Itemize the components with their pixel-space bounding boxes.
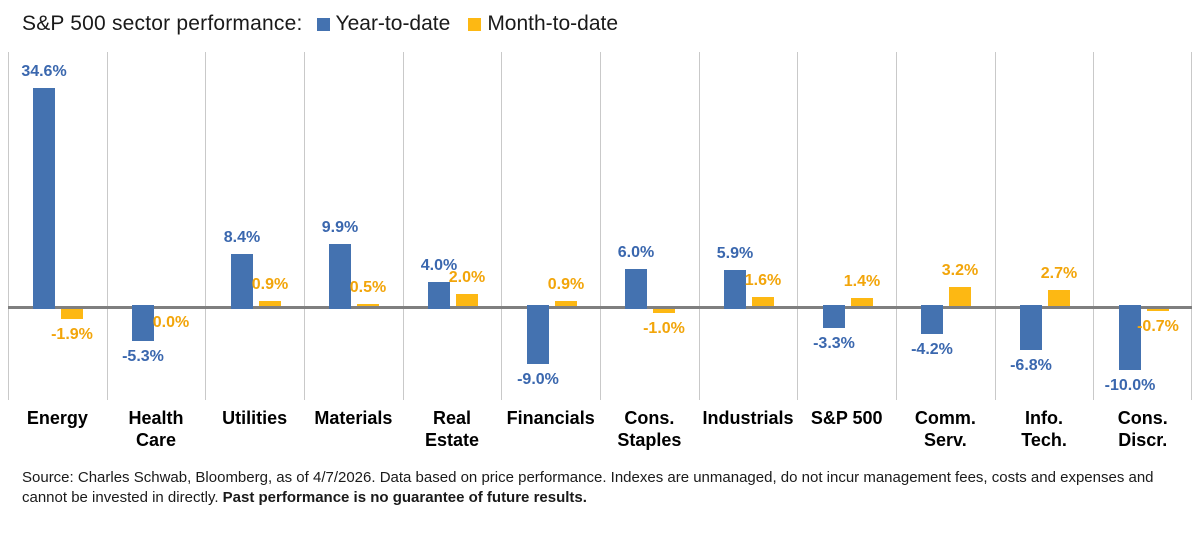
value-label-mtd-industrials: 1.6% bbox=[744, 272, 782, 289]
value-label-ytd-health-care: -5.3% bbox=[122, 348, 164, 365]
value-label-mtd-s-p-500: 1.4% bbox=[843, 273, 881, 290]
bar-mtd-energy bbox=[61, 309, 83, 319]
value-label-ytd-real-estate: 4.0% bbox=[420, 257, 458, 274]
x-axis-label: Financials bbox=[506, 408, 595, 428]
bar-ytd-utilities bbox=[231, 254, 253, 309]
plot-area: 34.6% -5.3% 8.4% 9.9% 4.0% -9.0% 6.0% 5.9% -3.3%… bbox=[8, 52, 1192, 400]
bar-mtd-financials bbox=[555, 301, 577, 307]
gridline bbox=[995, 52, 996, 400]
bar-ytd-cons-discr bbox=[1119, 305, 1141, 370]
gridline bbox=[501, 52, 502, 400]
bar-mtd-materials bbox=[357, 304, 379, 307]
x-axis: Energy Health Care Utilities Materials Real … bbox=[8, 408, 1192, 452]
x-axis-label: Real Estate bbox=[425, 408, 480, 450]
chart-header: S&P 500 sector performance: Year-to-date… bbox=[22, 8, 636, 40]
value-label-mtd-materials: 0.5% bbox=[349, 279, 387, 296]
year-to-date-swatch-icon bbox=[316, 17, 330, 31]
source-text: Source: Charles Schwab, Bloomberg, as of… bbox=[22, 469, 1154, 506]
bar-mtd-cons-staples bbox=[653, 309, 675, 313]
x-axis-label: Utilities bbox=[222, 408, 288, 428]
value-label-mtd-cons-staples: -1.0% bbox=[643, 320, 685, 337]
x-axis-label: Cons. Discr. bbox=[1117, 408, 1168, 450]
value-label-ytd-utilities: 8.4% bbox=[223, 229, 261, 246]
bar-mtd-info-tech bbox=[1048, 290, 1070, 307]
gridline bbox=[896, 52, 897, 400]
value-label-ytd-energy: 34.6% bbox=[21, 63, 67, 80]
value-label-ytd-industrials: 5.9% bbox=[716, 245, 754, 262]
x-axis-label: Cons. Staples bbox=[617, 408, 682, 450]
month-to-date-swatch-icon bbox=[468, 17, 482, 31]
gridline bbox=[1093, 52, 1094, 400]
gridline bbox=[107, 52, 108, 400]
bar-ytd-info-tech bbox=[1020, 305, 1042, 350]
bar-ytd-energy bbox=[33, 88, 55, 309]
bar-mtd-s-p-500 bbox=[851, 298, 873, 307]
value-label-ytd-cons-discr: -10.0% bbox=[1104, 377, 1156, 394]
value-label-ytd-financials: -9.0% bbox=[517, 371, 559, 388]
bar-mtd-cons-discr bbox=[1147, 309, 1169, 311]
value-label-mtd-real-estate: 2.0% bbox=[448, 269, 486, 286]
legend-label-year-to-date: Year-to-date bbox=[335, 12, 451, 35]
bar-ytd-cons-staples bbox=[625, 269, 647, 309]
value-label-ytd-cons-staples: 6.0% bbox=[617, 244, 655, 261]
value-label-mtd-health-care: 0.0% bbox=[152, 314, 190, 331]
legend-label-month-to-date: Month-to-date bbox=[487, 12, 619, 35]
legend-item-month-to-date: Month-to-date bbox=[468, 12, 618, 36]
gridline bbox=[1191, 52, 1192, 400]
chart-title: S&P 500 sector performance: bbox=[22, 12, 303, 35]
legend-item-year-to-date: Year-to-date bbox=[316, 12, 451, 36]
x-axis-label: Materials bbox=[314, 408, 393, 428]
bar-mtd-comm-serv bbox=[949, 287, 971, 307]
bar-ytd-comm-serv bbox=[921, 305, 943, 334]
gridline bbox=[797, 52, 798, 400]
bar-ytd-materials bbox=[329, 244, 351, 309]
value-label-mtd-energy: -1.9% bbox=[51, 326, 93, 343]
x-axis-label: Comm. Serv. bbox=[914, 408, 976, 450]
x-axis-label: Info. Tech. bbox=[1021, 408, 1067, 450]
gridline bbox=[205, 52, 206, 400]
bar-ytd-health-care bbox=[132, 305, 154, 341]
gridline bbox=[304, 52, 305, 400]
zero-axis-line bbox=[8, 306, 1192, 309]
x-axis-label: Industrials bbox=[702, 408, 794, 428]
gridline bbox=[403, 52, 404, 400]
gridline bbox=[600, 52, 601, 400]
value-label-mtd-comm-serv: 3.2% bbox=[941, 262, 979, 279]
bar-ytd-real-estate bbox=[428, 282, 450, 309]
source-note: Source: Charles Schwab, Bloomberg, as of… bbox=[22, 468, 1158, 507]
gridline bbox=[699, 52, 700, 400]
legend: Year-to-date Month-to-date bbox=[316, 12, 637, 36]
bar-ytd-industrials bbox=[724, 270, 746, 309]
bar-ytd-s-p-500 bbox=[823, 305, 845, 328]
value-label-mtd-cons-discr: -0.7% bbox=[1137, 318, 1179, 335]
value-label-ytd-materials: 9.9% bbox=[321, 219, 359, 236]
value-label-ytd-info-tech: -6.8% bbox=[1010, 357, 1052, 374]
bar-mtd-industrials bbox=[752, 297, 774, 307]
gridline bbox=[8, 52, 9, 400]
value-label-mtd-info-tech: 2.7% bbox=[1040, 265, 1078, 282]
value-label-ytd-comm-serv: -4.2% bbox=[911, 341, 953, 358]
bar-ytd-financials bbox=[527, 305, 549, 364]
value-label-mtd-utilities: 0.9% bbox=[251, 276, 289, 293]
x-axis-label: Energy bbox=[26, 408, 88, 428]
value-label-ytd-s-p-500: -3.3% bbox=[813, 335, 855, 352]
bar-mtd-real-estate bbox=[456, 294, 478, 307]
value-label-mtd-financials: 0.9% bbox=[547, 276, 585, 293]
source-bold-text: Past performance is no guarantee of futu… bbox=[222, 488, 587, 506]
bar-mtd-utilities bbox=[259, 301, 281, 307]
x-axis-label: Health Care bbox=[128, 408, 184, 450]
x-axis-label: S&P 500 bbox=[810, 408, 883, 428]
